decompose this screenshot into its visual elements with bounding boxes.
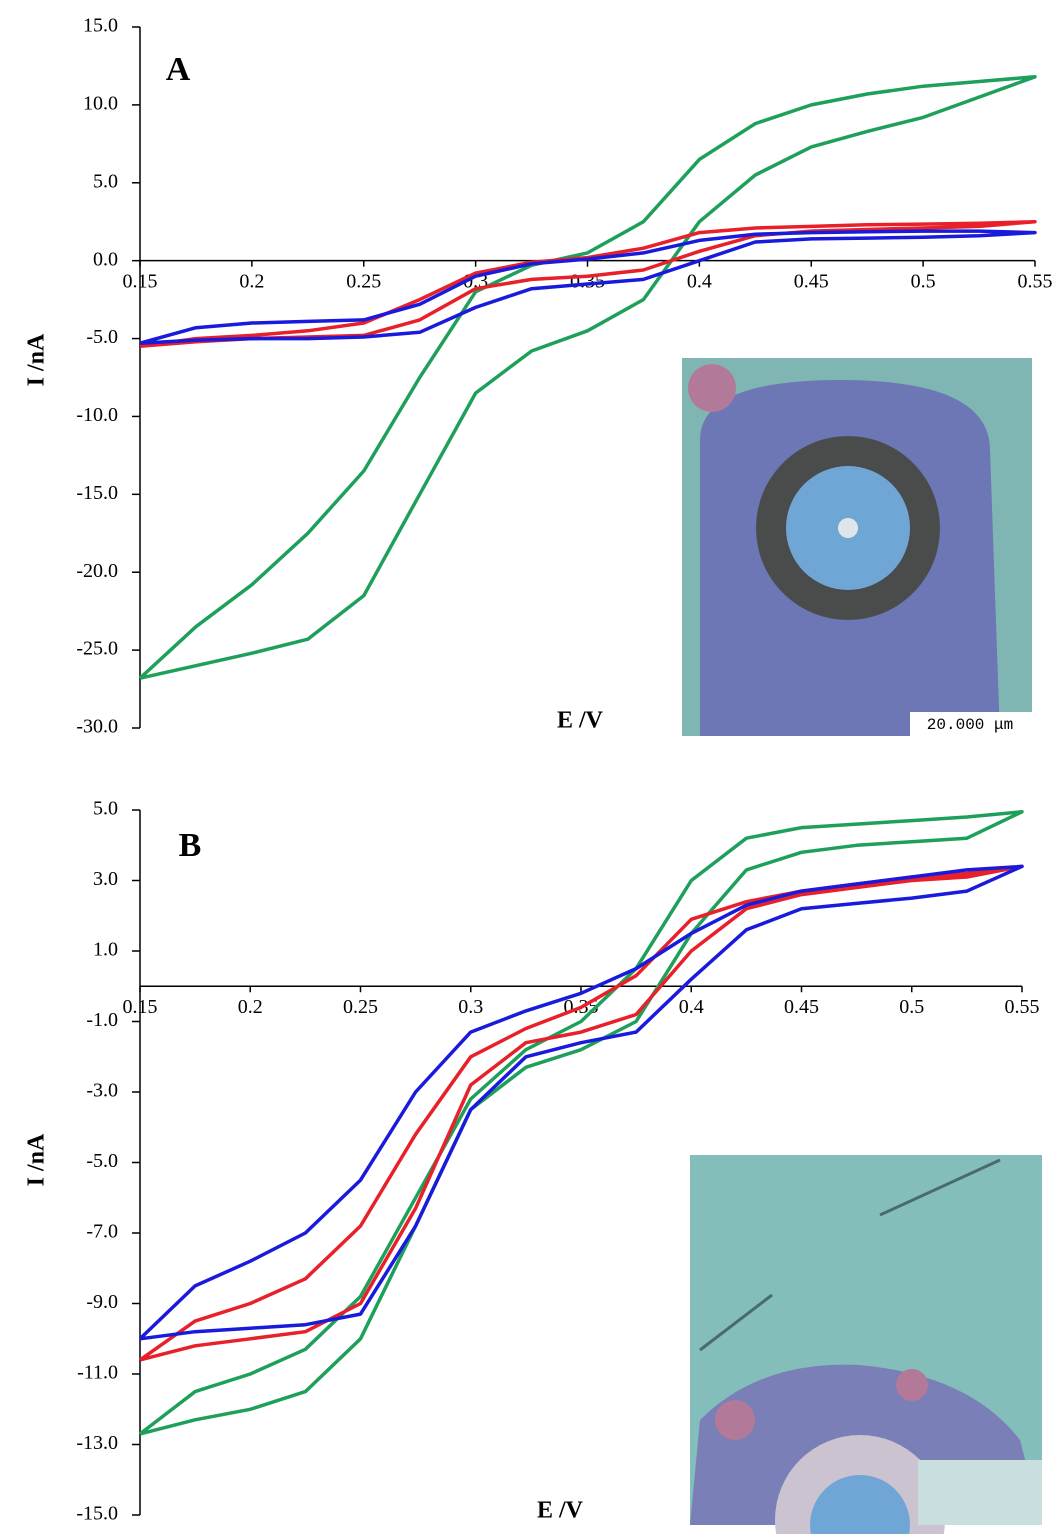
y-tick-label: -7.0 bbox=[86, 1221, 118, 1243]
y-tick-label: 5.0 bbox=[93, 170, 118, 192]
y-tick-label: -11.0 bbox=[77, 1362, 118, 1384]
y-tick-label: -5.0 bbox=[86, 1150, 118, 1172]
x-tick-label: 0.15 bbox=[123, 270, 158, 292]
x-tick-label: 0.2 bbox=[238, 996, 263, 1018]
x-axis-label: E /V bbox=[537, 1498, 584, 1524]
y-tick-label: -25.0 bbox=[76, 638, 118, 660]
y-axis-label: I /nA bbox=[24, 333, 50, 386]
x-tick-label: 0.25 bbox=[346, 270, 381, 292]
y-tick-label: -15.0 bbox=[76, 1503, 118, 1525]
x-tick-label: 0.5 bbox=[911, 270, 936, 292]
y-tick-label: -20.0 bbox=[76, 560, 118, 582]
data-line bbox=[139, 219, 1037, 349]
y-tick-label: -13.0 bbox=[76, 1432, 118, 1454]
x-tick-label: 0.2 bbox=[239, 270, 264, 292]
y-tick-label: -9.0 bbox=[86, 1291, 118, 1313]
panel-label: B bbox=[179, 827, 202, 864]
y-tick-label: 3.0 bbox=[93, 868, 118, 890]
x-tick-label: 0.45 bbox=[794, 270, 829, 292]
y-axis-label: I /nA bbox=[24, 1133, 50, 1186]
y-tick-label: -1.0 bbox=[86, 1009, 118, 1031]
inset-photo-a: 20.000 μm bbox=[682, 358, 1032, 736]
y-tick-label: -15.0 bbox=[76, 482, 118, 504]
y-tick-label: -5.0 bbox=[86, 326, 118, 348]
x-tick-label: 0.25 bbox=[343, 996, 378, 1018]
x-tick-label: 0.55 bbox=[1018, 270, 1053, 292]
y-tick-label: -10.0 bbox=[76, 404, 118, 426]
x-tick-label: 0.55 bbox=[1005, 996, 1040, 1018]
y-tick-label: 5.0 bbox=[93, 798, 118, 820]
svg-text:20.000 μm: 20.000 μm bbox=[927, 716, 1013, 734]
y-tick-label: -3.0 bbox=[86, 1080, 118, 1102]
x-tick-label: 0.45 bbox=[784, 996, 819, 1018]
x-tick-label: 0.3 bbox=[458, 996, 483, 1018]
y-tick-label: 1.0 bbox=[93, 939, 118, 961]
data-line bbox=[139, 229, 1037, 345]
y-tick-label: 15.0 bbox=[83, 15, 118, 37]
data-line bbox=[138, 864, 1024, 1341]
data-line bbox=[138, 75, 1037, 680]
x-tick-label: 0.4 bbox=[679, 996, 704, 1018]
panel-label: A bbox=[166, 51, 191, 88]
y-tick-label: -30.0 bbox=[76, 716, 118, 738]
y-tick-label: 10.0 bbox=[83, 92, 118, 114]
x-tick-label: 0.5 bbox=[899, 996, 924, 1018]
y-tick-label: 0.0 bbox=[93, 248, 118, 270]
x-axis-label: E /V bbox=[557, 708, 604, 734]
x-tick-label: 0.4 bbox=[687, 270, 712, 292]
inset-photo-b bbox=[690, 1155, 1042, 1534]
x-tick-label: 0.15 bbox=[123, 996, 158, 1018]
